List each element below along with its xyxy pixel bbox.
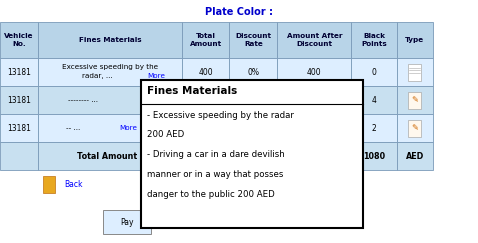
Text: - Driving a car in a dare devilish: - Driving a car in a dare devilish: [147, 150, 284, 159]
Text: Amount After
Discount: Amount After Discount: [286, 33, 342, 47]
FancyBboxPatch shape: [397, 142, 433, 170]
FancyBboxPatch shape: [351, 22, 397, 58]
Text: 13181: 13181: [7, 68, 31, 77]
Text: Excessive speeding by the: Excessive speeding by the: [62, 64, 158, 70]
FancyBboxPatch shape: [397, 58, 433, 86]
FancyBboxPatch shape: [397, 86, 433, 114]
FancyBboxPatch shape: [408, 92, 421, 109]
FancyBboxPatch shape: [277, 86, 351, 114]
FancyBboxPatch shape: [277, 114, 351, 142]
Text: nt: nt: [310, 146, 318, 155]
FancyBboxPatch shape: [38, 22, 182, 58]
Text: More: More: [120, 125, 138, 131]
FancyBboxPatch shape: [351, 114, 397, 142]
Text: 0: 0: [371, 68, 377, 77]
Text: danger to the public 200 AED: danger to the public 200 AED: [147, 190, 274, 199]
FancyBboxPatch shape: [229, 86, 277, 114]
FancyBboxPatch shape: [38, 58, 182, 86]
Text: Plate Color :: Plate Color :: [205, 7, 273, 17]
FancyBboxPatch shape: [277, 22, 351, 58]
Text: Pay: Pay: [120, 218, 133, 227]
Text: More: More: [141, 97, 159, 103]
FancyBboxPatch shape: [0, 22, 38, 58]
FancyBboxPatch shape: [0, 114, 38, 142]
Text: Vehicle
No.: Vehicle No.: [4, 33, 34, 47]
Text: ✎: ✎: [411, 96, 418, 105]
FancyBboxPatch shape: [182, 22, 229, 58]
Text: More: More: [147, 73, 165, 79]
FancyBboxPatch shape: [43, 176, 55, 193]
FancyBboxPatch shape: [182, 86, 229, 114]
FancyBboxPatch shape: [229, 114, 277, 142]
Text: Type: Type: [405, 37, 424, 43]
FancyBboxPatch shape: [408, 64, 421, 81]
FancyBboxPatch shape: [229, 58, 277, 86]
FancyBboxPatch shape: [397, 114, 433, 142]
FancyBboxPatch shape: [182, 114, 229, 142]
Text: -------- ...: -------- ...: [68, 97, 100, 103]
Text: 400: 400: [198, 68, 213, 77]
FancyBboxPatch shape: [351, 58, 397, 86]
Text: - Excessive speeding by the radar: - Excessive speeding by the radar: [147, 111, 293, 120]
FancyBboxPatch shape: [141, 80, 363, 228]
FancyBboxPatch shape: [229, 142, 277, 170]
FancyBboxPatch shape: [0, 142, 38, 170]
Text: Back: Back: [65, 180, 83, 189]
FancyBboxPatch shape: [182, 58, 229, 86]
FancyBboxPatch shape: [38, 142, 182, 170]
Text: Black
Points: Black Points: [361, 33, 387, 47]
Text: manner or in a way that posses: manner or in a way that posses: [147, 170, 283, 179]
FancyBboxPatch shape: [0, 86, 38, 114]
Text: 13181: 13181: [7, 96, 31, 105]
FancyBboxPatch shape: [277, 142, 351, 170]
Text: Fines Materials: Fines Materials: [147, 86, 237, 96]
Text: 0%: 0%: [247, 68, 260, 77]
FancyBboxPatch shape: [182, 142, 229, 170]
Text: Fines Materials: Fines Materials: [78, 37, 141, 43]
Text: 400: 400: [307, 68, 322, 77]
FancyBboxPatch shape: [351, 142, 397, 170]
FancyBboxPatch shape: [408, 120, 421, 137]
Text: 4: 4: [371, 96, 377, 105]
Text: -- ...: -- ...: [66, 125, 82, 131]
Text: Total
Amount: Total Amount: [189, 33, 222, 47]
FancyBboxPatch shape: [397, 22, 433, 58]
Text: 13181: 13181: [7, 124, 31, 133]
FancyBboxPatch shape: [38, 114, 182, 142]
Text: 1080: 1080: [363, 152, 385, 161]
FancyBboxPatch shape: [103, 210, 151, 234]
FancyBboxPatch shape: [351, 86, 397, 114]
Text: ✎: ✎: [411, 124, 418, 133]
Text: Discount
Rate: Discount Rate: [235, 33, 272, 47]
FancyBboxPatch shape: [38, 86, 182, 114]
FancyBboxPatch shape: [229, 22, 277, 58]
Text: AED: AED: [405, 152, 424, 161]
FancyBboxPatch shape: [0, 58, 38, 86]
Text: radar, ...: radar, ...: [82, 73, 114, 79]
Text: 2: 2: [372, 124, 376, 133]
Text: unt: unt: [308, 157, 321, 166]
FancyBboxPatch shape: [277, 58, 351, 86]
Text: Total Amount :: Total Amount :: [77, 152, 143, 161]
Text: 200 AED: 200 AED: [147, 130, 184, 139]
